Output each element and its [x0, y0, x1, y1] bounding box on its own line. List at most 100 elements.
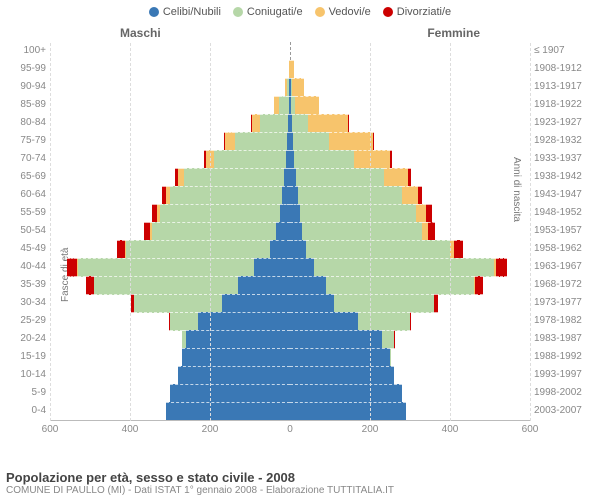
female-bar [290, 384, 530, 401]
age-label: 20-24 [4, 333, 46, 344]
age-label: 40-44 [4, 261, 46, 272]
male-bar [50, 312, 290, 329]
gridline [50, 43, 51, 421]
segment-divorziati [373, 132, 374, 151]
segment-vedovi [416, 204, 426, 223]
chart-title: Popolazione per età, sesso e stato civil… [6, 470, 594, 485]
male-bar [50, 168, 290, 185]
female-bar [290, 294, 530, 311]
segment-vedovi [292, 78, 304, 97]
male-bar [50, 60, 290, 77]
birth-year-label: 1973-1977 [534, 297, 596, 308]
birth-year-label: 1918-1922 [534, 99, 596, 110]
segment-celibi [254, 258, 290, 277]
segment-celibi [238, 276, 290, 295]
segment-divorziati [434, 294, 438, 313]
gridline [210, 43, 211, 421]
legend-swatch [315, 7, 325, 17]
birth-year-label: 1988-1992 [534, 351, 596, 362]
birth-year-label: 1963-1967 [534, 261, 596, 272]
segment-coniugati [293, 132, 329, 151]
segment-celibi [290, 258, 314, 277]
segment-celibi [290, 276, 326, 295]
segment-divorziati [426, 204, 432, 223]
female-bar [290, 168, 530, 185]
segment-celibi [186, 330, 290, 349]
age-label: 55-59 [4, 207, 46, 218]
birth-year-label: 1933-1937 [534, 153, 596, 164]
segment-coniugati [170, 312, 198, 331]
segment-coniugati [358, 312, 410, 331]
female-bar [290, 258, 530, 275]
pyramid-row: 5-91998-2002 [50, 384, 530, 401]
segment-coniugati [78, 258, 254, 277]
segment-divorziati [348, 114, 349, 133]
male-bar [50, 78, 290, 95]
legend-item: Celibi/Nubili [149, 6, 221, 18]
female-bar [290, 114, 530, 131]
segment-divorziati [390, 150, 392, 169]
population-pyramid: Fasce di età Anni di nascita 100+≤ 19079… [50, 42, 530, 440]
segment-celibi [270, 240, 290, 259]
chart-subtitle: COMUNE DI PAULLO (MI) - Dati ISTAT 1° ge… [6, 485, 594, 496]
birth-year-label: 1913-1917 [534, 81, 596, 92]
age-label: 75-79 [4, 135, 46, 146]
legend-label: Divorziati/e [397, 6, 451, 18]
segment-celibi [276, 222, 290, 241]
female-bar [290, 60, 530, 77]
pyramid-rows: 100+≤ 190795-991908-191290-941913-191785… [50, 42, 530, 420]
male-bar [50, 96, 290, 113]
segment-celibi [282, 186, 290, 205]
male-bar [50, 204, 290, 221]
birth-year-label: 1983-1987 [534, 333, 596, 344]
pyramid-row: 15-191988-1992 [50, 348, 530, 365]
segment-vedovi [329, 132, 373, 151]
pyramid-row: 25-291978-1982 [50, 312, 530, 329]
male-bar [50, 276, 290, 293]
birth-year-label: 1928-1932 [534, 135, 596, 146]
female-bar [290, 402, 530, 419]
segment-coniugati [184, 168, 284, 187]
female-bar [290, 150, 530, 167]
female-bar [290, 222, 530, 239]
legend-item: Vedovi/e [315, 6, 371, 18]
segment-coniugati [314, 258, 494, 277]
pyramid-row: 90-941913-1917 [50, 78, 530, 95]
pyramid-row: 40-441963-1967 [50, 258, 530, 275]
segment-coniugati [294, 150, 354, 169]
segment-celibi [280, 204, 290, 223]
male-bar [50, 384, 290, 401]
female-bar [290, 366, 530, 383]
age-label: 60-64 [4, 189, 46, 200]
female-bar [290, 186, 530, 203]
male-bar [50, 294, 290, 311]
segment-celibi [290, 384, 402, 403]
segment-coniugati [170, 186, 282, 205]
pyramid-row: 85-891918-1922 [50, 96, 530, 113]
pyramid-row: 10-141993-1997 [50, 366, 530, 383]
segment-coniugati [160, 204, 280, 223]
segment-vedovi [225, 132, 235, 151]
chart-footer: Popolazione per età, sesso e stato civil… [6, 470, 594, 496]
x-tick: 400 [122, 424, 139, 435]
birth-year-label: ≤ 1907 [534, 45, 596, 56]
male-header: Maschi [120, 26, 161, 40]
segment-vedovi [402, 186, 418, 205]
male-bar [50, 348, 290, 365]
segment-coniugati [390, 348, 391, 367]
x-tick: 600 [42, 424, 59, 435]
legend-label: Vedovi/e [329, 6, 371, 18]
x-tick: 0 [287, 424, 293, 435]
pyramid-row: 60-641943-1947 [50, 186, 530, 203]
pyramid-row: 30-341973-1977 [50, 294, 530, 311]
segment-coniugati [334, 294, 434, 313]
segment-divorziati [410, 312, 411, 331]
pyramid-row: 35-391968-1972 [50, 276, 530, 293]
pyramid-row: 75-791928-1932 [50, 132, 530, 149]
pyramid-row: 45-491958-1962 [50, 240, 530, 257]
birth-year-label: 1998-2002 [534, 387, 596, 398]
birth-year-label: 1908-1912 [534, 63, 596, 74]
gridline [450, 43, 451, 421]
female-bar [290, 204, 530, 221]
segment-celibi [166, 402, 290, 421]
